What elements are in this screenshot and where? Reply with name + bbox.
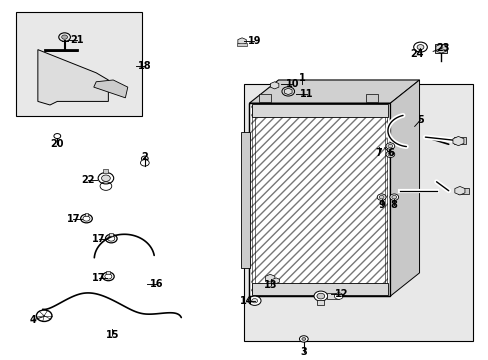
Circle shape — [385, 151, 394, 157]
Bar — [106, 271, 110, 274]
Bar — [453, 138, 465, 144]
Text: 23: 23 — [435, 43, 448, 53]
Text: 19: 19 — [247, 36, 261, 46]
Bar — [236, 43, 247, 46]
Bar — [259, 94, 271, 103]
Circle shape — [376, 194, 385, 201]
Text: 9: 9 — [377, 200, 384, 210]
Bar — [249, 103, 389, 296]
Bar — [109, 233, 113, 237]
Circle shape — [102, 175, 110, 181]
Polygon shape — [272, 278, 279, 284]
Circle shape — [378, 195, 383, 199]
Bar — [326, 293, 338, 299]
Text: 10: 10 — [286, 79, 299, 89]
Polygon shape — [265, 274, 274, 282]
Polygon shape — [389, 80, 419, 296]
Bar — [251, 105, 387, 294]
Polygon shape — [452, 136, 463, 146]
Bar — [458, 188, 468, 194]
Circle shape — [301, 338, 305, 341]
Text: 15: 15 — [105, 330, 119, 341]
Circle shape — [251, 298, 257, 303]
Text: 4: 4 — [30, 315, 36, 325]
Text: 17: 17 — [66, 214, 80, 224]
Text: 3: 3 — [300, 347, 306, 357]
Bar — [251, 283, 387, 295]
Text: 22: 22 — [81, 175, 95, 185]
Text: 24: 24 — [409, 49, 423, 59]
Bar — [103, 168, 108, 173]
Circle shape — [316, 293, 324, 299]
Bar — [84, 213, 88, 216]
Text: 2: 2 — [141, 152, 148, 162]
Circle shape — [391, 195, 396, 199]
Text: 1: 1 — [298, 73, 305, 83]
Text: 12: 12 — [334, 289, 348, 298]
Bar — [434, 44, 447, 53]
Polygon shape — [237, 38, 246, 45]
Circle shape — [334, 293, 343, 299]
Text: 21: 21 — [70, 35, 83, 45]
Circle shape — [313, 291, 327, 301]
Text: 8: 8 — [390, 200, 397, 210]
Polygon shape — [435, 44, 446, 53]
Text: 17: 17 — [92, 234, 105, 244]
Circle shape — [387, 153, 392, 156]
Text: 17: 17 — [92, 273, 105, 283]
Bar — [249, 103, 389, 296]
Circle shape — [140, 159, 149, 166]
Polygon shape — [38, 50, 108, 105]
Bar — [16, 12, 142, 116]
Circle shape — [387, 144, 392, 148]
Text: 16: 16 — [150, 279, 163, 289]
Circle shape — [299, 336, 307, 342]
Bar — [255, 108, 384, 292]
Circle shape — [389, 194, 398, 201]
Bar — [252, 105, 386, 294]
Bar — [251, 104, 387, 117]
Circle shape — [248, 296, 261, 305]
Bar — [317, 300, 324, 305]
Polygon shape — [94, 80, 127, 98]
Polygon shape — [284, 88, 291, 95]
Polygon shape — [270, 82, 278, 89]
Text: 14: 14 — [239, 296, 253, 306]
Circle shape — [385, 143, 394, 149]
Text: 13: 13 — [264, 280, 277, 291]
Text: 18: 18 — [138, 61, 151, 71]
Bar — [240, 132, 250, 267]
Text: 5: 5 — [416, 115, 423, 125]
Polygon shape — [249, 80, 419, 103]
Text: 20: 20 — [50, 139, 64, 149]
Circle shape — [413, 42, 427, 52]
Text: 11: 11 — [299, 89, 313, 99]
Text: 6: 6 — [386, 148, 393, 158]
Text: 7: 7 — [375, 148, 381, 158]
Circle shape — [416, 45, 423, 50]
Bar — [366, 94, 377, 103]
Polygon shape — [454, 186, 464, 195]
Bar — [244, 84, 472, 341]
Circle shape — [61, 35, 67, 39]
